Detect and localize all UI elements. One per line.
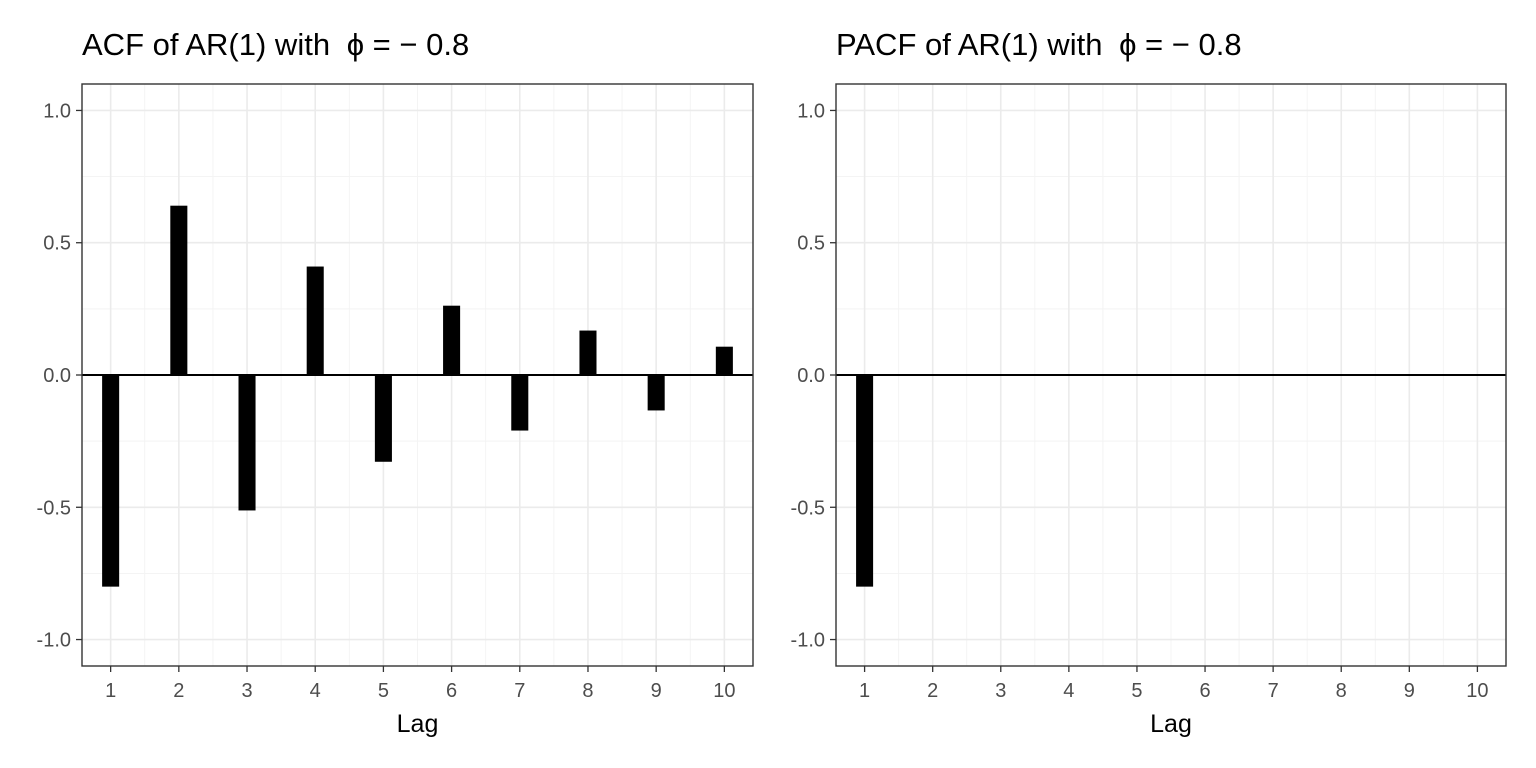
acf-x-tick-label: 10	[713, 680, 735, 702]
pacf-y-tick-label: 0.0	[797, 365, 825, 387]
acf-panel-title: ACF of AR(1) with ϕ = − 0.8	[82, 27, 469, 62]
pacf-x-tick-label: 5	[1131, 680, 1142, 702]
pacf-panel: -1.0 -0.5 0.0 0.5 1.0 1 2 3 4 5 6 7 8 9 10 Lag PACF of A…	[791, 27, 1507, 738]
pacf-y-tick-label: 1.0	[797, 100, 825, 122]
acf-panel: -1.0 -0.5 0.0 0.5 1.0 1 2 3 4 5 6 7 8 9 10 Lag ACF of AR…	[37, 27, 754, 738]
acf-x-tick-label: 5	[378, 680, 389, 702]
acf-x-tick-label: 7	[514, 680, 525, 702]
pacf-bar-lag-1	[856, 375, 874, 587]
acf-x-tick-label: 8	[582, 680, 593, 702]
acf-bar-lag-2	[170, 205, 188, 375]
acf-x-tick-label: 9	[651, 680, 662, 702]
acf-y-tick-label: -1.0	[37, 630, 71, 652]
pacf-title-text: PACF of AR(1) with	[836, 27, 1111, 62]
acf-x-tick-label: 1	[105, 680, 116, 702]
acf-y-tick-label: -0.5	[37, 497, 71, 519]
acf-bar-lag-5	[374, 375, 392, 462]
acf-bar-lag-3	[238, 375, 256, 511]
acf-x-tick-label: 3	[241, 680, 252, 702]
pacf-x-tick-label: 8	[1336, 680, 1347, 702]
pacf-x-tick-label: 9	[1404, 680, 1415, 702]
pacf-y-tick-label: -0.5	[791, 497, 825, 519]
acf-title-text: ACF of AR(1) with	[82, 27, 339, 62]
pacf-x-tick-label: 3	[995, 680, 1006, 702]
acf-x-tick-label: 4	[310, 680, 321, 702]
pacf-bars	[856, 375, 874, 587]
acf-x-axis: 1 2 3 4 5 6 7 8 9 10	[105, 666, 735, 702]
acf-y-tick-label: 0.5	[43, 233, 71, 255]
acf-bars	[102, 205, 733, 587]
acf-y-tick-label: 0.0	[43, 365, 71, 387]
acf-bar-lag-8	[579, 330, 597, 375]
acf-bar-lag-6	[443, 305, 461, 375]
pacf-y-tick-label: -1.0	[791, 630, 825, 652]
acf-x-axis-title: Lag	[397, 710, 439, 738]
acf-title-math: ϕ = − 0.8	[347, 27, 470, 62]
acf-bar-lag-4	[306, 266, 324, 375]
pacf-y-axis: -1.0 -0.5 0.0 0.5 1.0	[791, 100, 836, 652]
acf-y-axis: -1.0 -0.5 0.0 0.5 1.0	[37, 100, 82, 652]
acf-bar-lag-1	[102, 375, 120, 587]
acf-bar-lag-9	[647, 375, 665, 411]
pacf-x-tick-label: 7	[1268, 680, 1279, 702]
acf-x-tick-label: 6	[446, 680, 457, 702]
pacf-x-axis-title: Lag	[1150, 710, 1192, 738]
pacf-x-tick-label: 10	[1466, 680, 1488, 702]
pacf-title-math: ϕ = − 0.8	[1119, 27, 1242, 62]
acf-bar-lag-7	[511, 375, 529, 431]
acf-bar-lag-10	[715, 346, 733, 375]
pacf-x-tick-label: 4	[1063, 680, 1074, 702]
pacf-panel-title: PACF of AR(1) with ϕ = − 0.8	[836, 27, 1242, 62]
acf-y-tick-label: 1.0	[43, 100, 71, 122]
pacf-x-tick-label: 6	[1199, 680, 1210, 702]
acf-x-tick-label: 2	[173, 680, 184, 702]
pacf-x-axis: 1 2 3 4 5 6 7 8 9 10	[859, 666, 1489, 702]
pacf-x-tick-label: 2	[927, 680, 938, 702]
pacf-x-tick-label: 1	[859, 680, 870, 702]
pacf-y-tick-label: 0.5	[797, 233, 825, 255]
